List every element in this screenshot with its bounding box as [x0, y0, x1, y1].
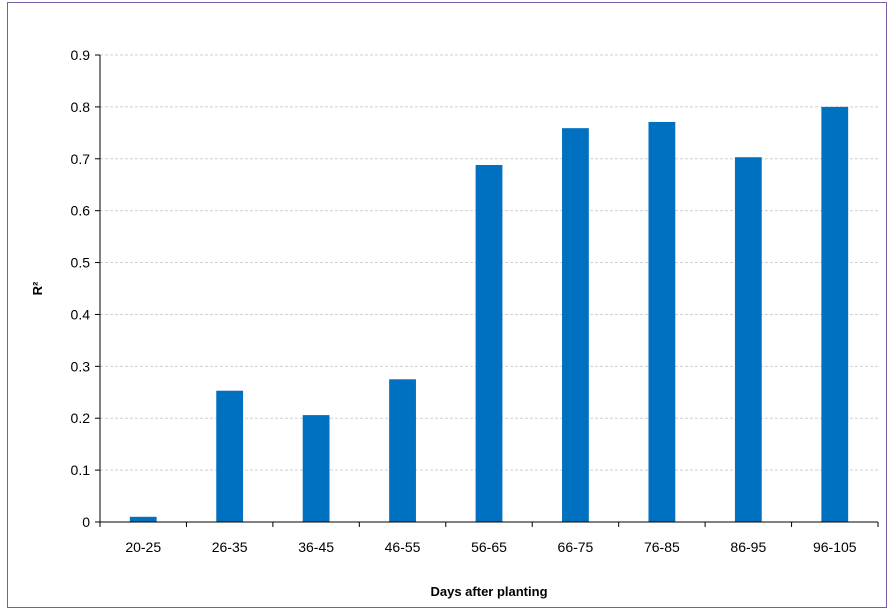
y-tick-label: 0.1	[71, 462, 91, 478]
bar-20-25	[129, 516, 157, 522]
x-tick-label: 20-25	[125, 539, 161, 555]
x-tick-labels: 20-25 26-35 36-45 46-55 56-65 66-75 76-85 86-95…	[125, 539, 856, 555]
bar-46-55	[389, 379, 416, 522]
x-axis-title: Days after planting	[430, 584, 547, 599]
y-tick-label: 0.7	[71, 151, 91, 167]
x-tick-label: 36-45	[298, 539, 334, 555]
y-tick-label: 0.5	[71, 255, 91, 271]
x-tick-label: 96-105	[813, 539, 857, 555]
bar-86-95	[734, 157, 762, 522]
y-tick-label: 0.4	[71, 306, 91, 322]
x-tick-label: 86-95	[730, 539, 766, 555]
gridlines	[95, 54, 879, 527]
x-tick-label: 66-75	[558, 539, 594, 555]
axes	[99, 55, 878, 523]
x-tick-label: 46-55	[385, 539, 421, 555]
x-tick-label: 76-85	[644, 539, 680, 555]
bar-36-45	[302, 415, 330, 522]
y-tick-label: 0	[82, 514, 90, 530]
bar-56-65	[475, 165, 503, 522]
x-tick-label: 56-65	[471, 539, 507, 555]
bar-96-105	[821, 106, 849, 522]
y-axis-title: R²	[30, 281, 45, 295]
bar-66-75	[562, 128, 589, 522]
y-tick-label: 0.8	[71, 99, 91, 115]
bar-76-85	[648, 121, 676, 522]
y-tick-label: 0.9	[71, 47, 91, 63]
bar-26-35	[216, 390, 244, 522]
y-tick-label: 0.2	[71, 410, 91, 426]
y-tick-label: 0.6	[71, 203, 91, 219]
y-tick-label: 0.3	[71, 358, 91, 374]
x-tick-label: 26-35	[212, 539, 248, 555]
y-tick-labels: 0 0.1 0.2 0.3 0.4 0.5 0.6 0.7 0.8 0.9	[71, 47, 91, 530]
bars	[129, 106, 849, 522]
